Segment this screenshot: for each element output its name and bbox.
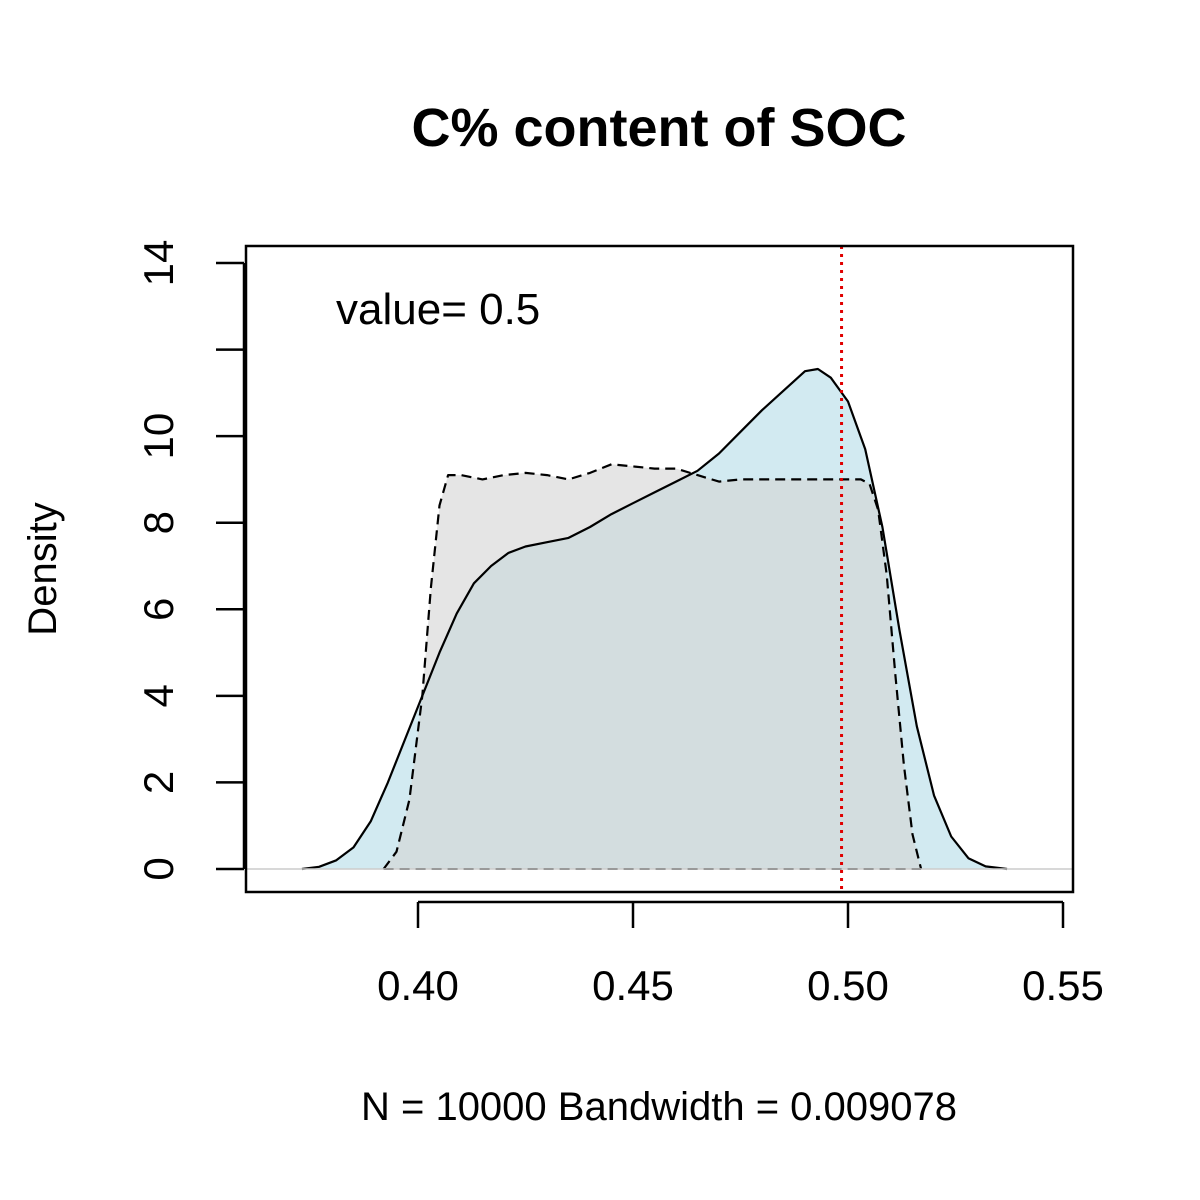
x-tick-label: 0.40 [377,962,459,1009]
series-fill-2 [383,464,922,869]
value-annotation: value= 0.5 [336,285,540,334]
series-line-2 [382,463,923,870]
y-tick-label: 6 [135,598,182,621]
y-tick-label: 0 [135,857,182,880]
y-tick-label: 10 [135,413,182,460]
y-tick-label: 4 [135,684,182,707]
series-line-1 [301,367,1008,871]
x-axis-label: N = 10000 Bandwidth = 0.009078 [361,1085,957,1129]
y-axis: 0 2 4 6 8 10 14 [135,240,246,881]
x-tick-label: 0.55 [1022,962,1104,1009]
x-axis: 0.40 0.45 0.50 0.55 [377,900,1104,1009]
x-tick-label: 0.50 [807,962,889,1009]
y-tick-label: 2 [135,771,182,794]
chart-title: C% content of SOC [412,98,907,158]
series-layer [301,367,1008,871]
x-tick-label: 0.45 [592,962,674,1009]
y-tick-label: 8 [135,511,182,534]
y-tick-label: 14 [135,240,182,287]
plot-frame [244,244,1075,894]
y-axis-label: Density [21,502,65,635]
